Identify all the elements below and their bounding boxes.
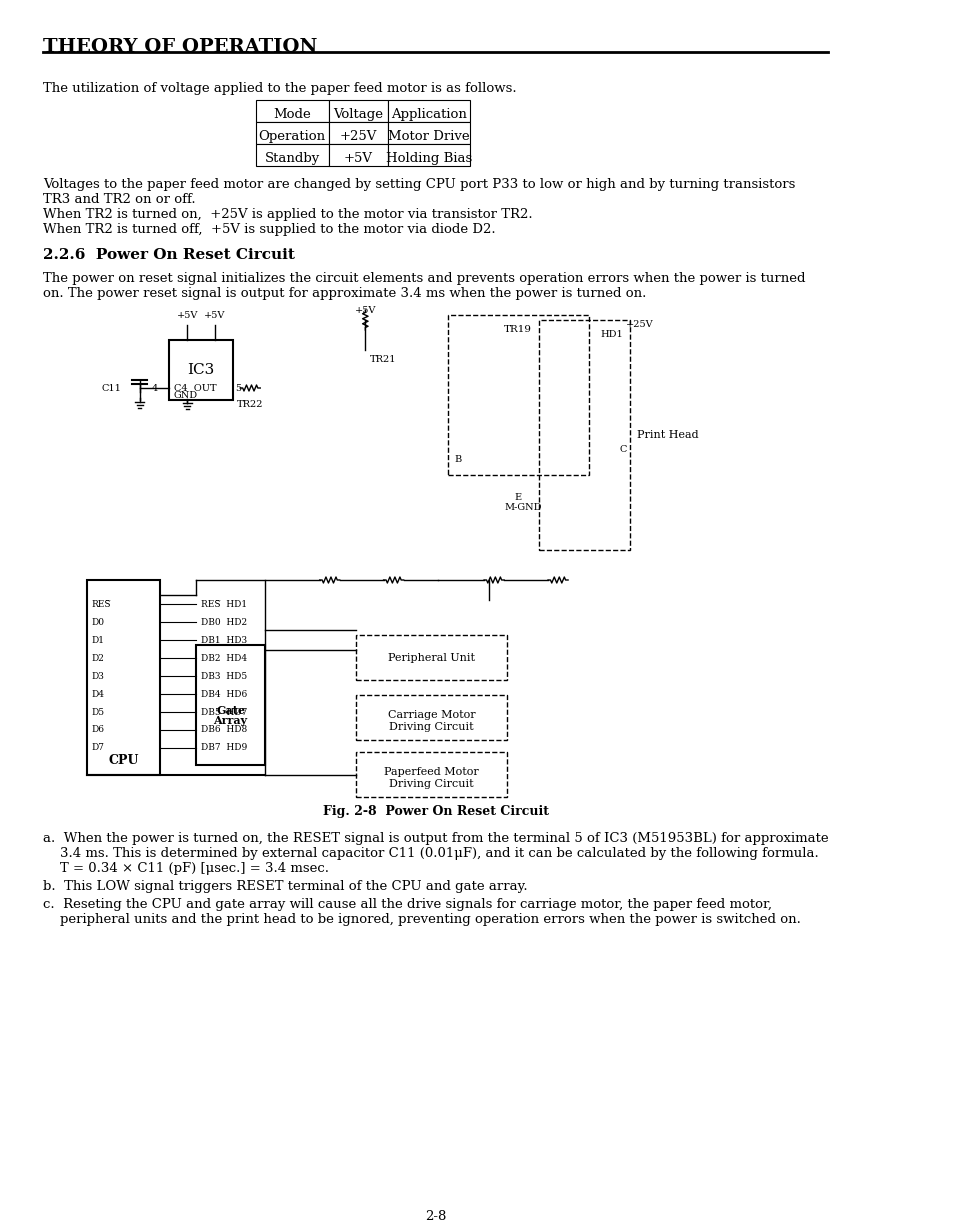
Text: C: C [618,445,626,455]
Text: +5V: +5V [355,306,375,315]
Text: C4  OUT: C4 OUT [173,383,216,393]
Text: DB1  HD3: DB1 HD3 [201,636,247,644]
Text: c.  Reseting the CPU and gate array will cause all the drive signals for carriag: c. Reseting the CPU and gate array will … [43,898,771,910]
Text: RES̅: RES̅ [91,600,111,609]
Text: HD1: HD1 [599,330,622,339]
Text: DB4  HD6: DB4 HD6 [201,690,247,699]
Text: +25V: +25V [339,129,376,143]
Text: D1: D1 [91,636,104,644]
Bar [355,752,506,797]
Bar [196,646,265,765]
Text: Carriage Motor: Carriage Motor [387,710,475,719]
Text: The utilization of voltage applied to the paper feed motor is as follows.: The utilization of voltage applied to th… [43,83,516,95]
Text: Voltage: Voltage [334,107,383,121]
Bar [388,144,470,166]
Text: DB5  HD7: DB5 HD7 [201,707,247,717]
Text: +5V: +5V [344,152,373,165]
Text: a.  When the power is turned on, the RESET signal is output from the terminal 5 : a. When the power is turned on, the RESE… [43,832,828,845]
Text: DB2  HD4: DB2 HD4 [201,653,247,663]
Text: M-GND: M-GND [503,503,541,513]
Text: D6: D6 [91,726,104,734]
Text: +25V: +25V [625,320,653,329]
Text: E: E [515,493,521,501]
Text: 4: 4 [152,383,158,393]
Text: D4: D4 [91,690,104,699]
Text: Motor Drive: Motor Drive [388,129,470,143]
Text: Driving Circuit: Driving Circuit [389,779,474,788]
Text: Mode: Mode [274,107,311,121]
Text: DB3  HD5: DB3 HD5 [201,671,247,680]
Text: THEORY OF OPERATION: THEORY OF OPERATION [43,38,317,55]
Text: DB6  HD8: DB6 HD8 [201,726,247,734]
Text: When TR2 is turned off,  +5V is supplied to the motor via diode D2.: When TR2 is turned off, +5V is supplied … [43,223,495,237]
Bar [329,144,388,166]
Text: DB0  HD2: DB0 HD2 [201,617,247,627]
Bar [87,580,160,775]
Bar [255,144,329,166]
Text: TR22: TR22 [236,400,263,409]
Text: Fig. 2-8  Power On Reset Circuit: Fig. 2-8 Power On Reset Circuit [322,804,548,818]
Text: +5V: +5V [204,310,225,320]
Text: Holding Bias: Holding Bias [386,152,472,165]
Text: D7: D7 [91,743,104,753]
Text: 2.2.6  Power On Reset Circuit: 2.2.6 Power On Reset Circuit [43,248,294,262]
Text: +5V: +5V [176,310,197,320]
Text: TR21: TR21 [370,355,396,363]
Text: 2-8: 2-8 [424,1210,446,1223]
Text: T = 0.34 × C11 (pF) [μsec.] = 3.4 msec.: T = 0.34 × C11 (pF) [μsec.] = 3.4 msec. [43,862,329,875]
Text: TR3 and TR2 on or off.: TR3 and TR2 on or off. [43,193,195,206]
Text: Array: Array [213,716,248,727]
Bar [169,340,233,400]
Text: Voltages to the paper feed motor are changed by setting CPU port P33 to low or h: Voltages to the paper feed motor are cha… [43,177,795,191]
Text: Print Head: Print Head [637,430,699,440]
Text: Operation: Operation [258,129,326,143]
Bar [255,122,329,144]
Text: CPU: CPU [108,754,138,768]
Text: C11: C11 [101,383,121,393]
Bar [329,100,388,122]
Bar [355,695,506,740]
Bar [538,320,630,549]
Text: B: B [455,455,461,464]
Text: DB7  HD9: DB7 HD9 [201,743,247,753]
Bar [329,122,388,144]
Text: b.  This LOW signal triggers RESET terminal of the CPU and gate array.: b. This LOW signal triggers RESET termin… [43,880,527,893]
Text: 5: 5 [235,383,241,393]
Bar [388,100,470,122]
Text: Standby: Standby [264,152,319,165]
Text: Gate: Gate [216,705,245,716]
Bar [255,100,329,122]
Text: IC3: IC3 [187,363,214,377]
Text: When TR2 is turned on,  +25V is applied to the motor via transistor TR2.: When TR2 is turned on, +25V is applied t… [43,208,532,221]
Text: D3: D3 [91,671,104,680]
Text: RES̅  HD1: RES̅ HD1 [201,600,247,609]
Text: D0: D0 [91,617,104,627]
Text: D2: D2 [91,653,104,663]
Text: Driving Circuit: Driving Circuit [389,722,474,732]
Text: Paperfeed Motor: Paperfeed Motor [384,768,478,777]
Text: Application: Application [391,107,467,121]
Bar [355,634,506,680]
Bar [447,315,588,476]
Text: TR19: TR19 [504,325,532,334]
Text: GND: GND [173,391,197,399]
Text: Peripheral Unit: Peripheral Unit [388,653,475,663]
Bar [388,122,470,144]
Text: peripheral units and the print head to be ignored, preventing operation errors w: peripheral units and the print head to b… [43,913,800,926]
Text: 3.4 ms. This is determined by external capacitor C11 (0.01μF), and it can be cal: 3.4 ms. This is determined by external c… [43,848,818,860]
Text: on. The power reset signal is output for approximate 3.4 ms when the power is tu: on. The power reset signal is output for… [43,287,645,301]
Text: D5: D5 [91,707,104,717]
Text: The power on reset signal initializes the circuit elements and prevents operatio: The power on reset signal initializes th… [43,272,804,285]
